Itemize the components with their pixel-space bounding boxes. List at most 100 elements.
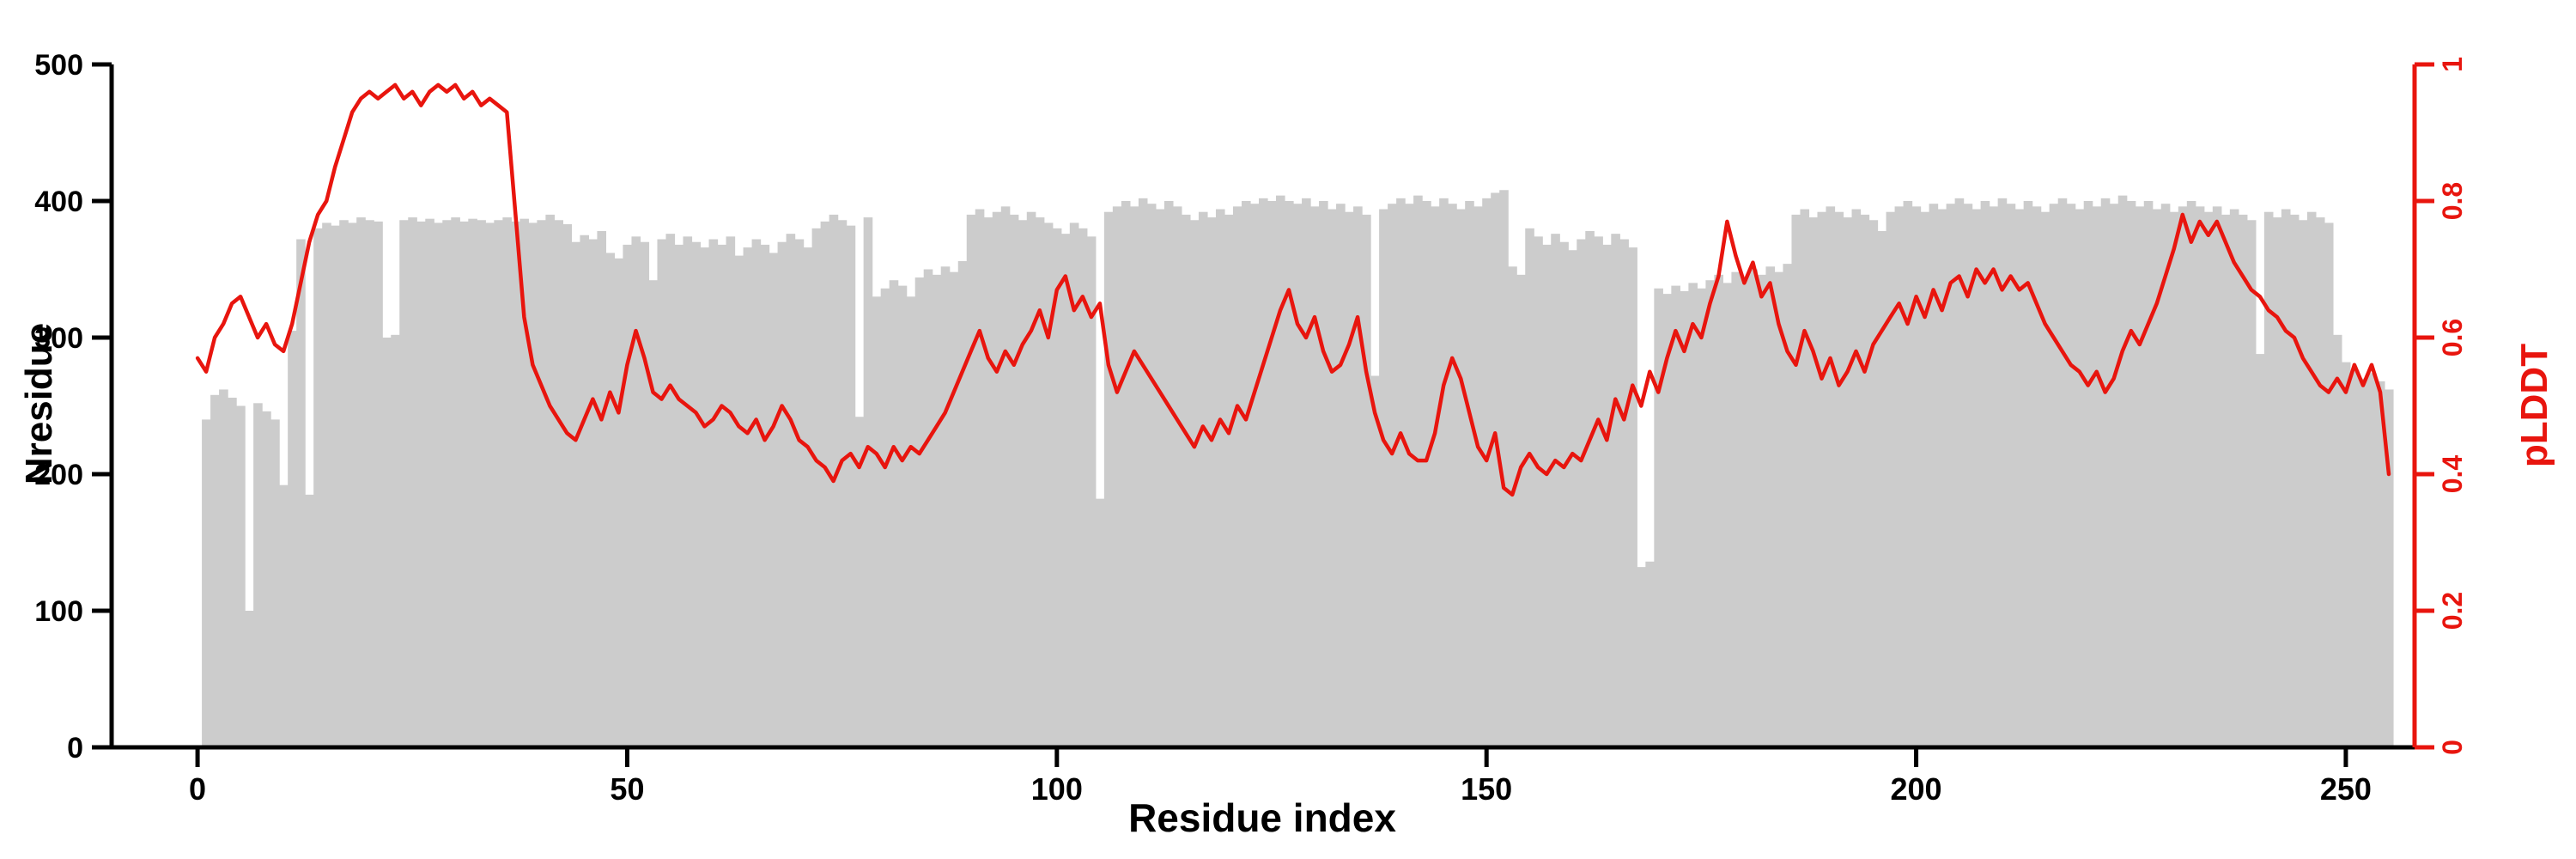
bar xyxy=(1241,201,1251,747)
left-axis: 0 100 200 300 400 500 xyxy=(34,49,114,765)
bar xyxy=(2229,209,2239,748)
bar xyxy=(949,271,959,747)
bar xyxy=(1181,214,1191,747)
left-tick-label: 200 xyxy=(34,459,83,491)
bar xyxy=(2315,217,2325,747)
bar xyxy=(605,253,616,747)
bar xyxy=(1431,206,1440,748)
bar xyxy=(519,218,529,748)
bar xyxy=(1060,234,1071,747)
bar xyxy=(1388,204,1397,747)
bar xyxy=(571,241,581,747)
bar xyxy=(665,234,676,747)
x-tick-label: 100 xyxy=(1031,771,1083,807)
bar xyxy=(940,266,951,747)
bar xyxy=(451,217,460,747)
bar xyxy=(846,225,856,747)
bar xyxy=(1817,211,1827,748)
bar xyxy=(1121,201,1131,747)
bar xyxy=(348,222,357,747)
right-axis-title: pLDDT xyxy=(2513,343,2555,468)
bar xyxy=(786,234,796,747)
bar xyxy=(270,419,280,747)
bar xyxy=(580,235,590,747)
bar xyxy=(219,389,228,747)
bar xyxy=(708,239,719,747)
bar xyxy=(854,417,865,747)
bar xyxy=(2109,204,2119,747)
x-axis-title: Residue index xyxy=(1128,795,1396,840)
bar xyxy=(1611,234,1620,747)
bar xyxy=(957,260,968,748)
bar xyxy=(1697,288,1706,747)
bar xyxy=(1911,206,1922,748)
bar xyxy=(1757,274,1767,747)
bar xyxy=(1662,294,1672,747)
bar xyxy=(305,494,314,747)
bar xyxy=(1525,228,1534,747)
bar xyxy=(2100,198,2111,747)
bar xyxy=(459,221,469,748)
bar xyxy=(228,397,237,747)
bar xyxy=(1534,236,1543,748)
bar xyxy=(1826,206,1836,748)
bar xyxy=(1680,290,1689,747)
bar xyxy=(2366,373,2377,747)
right-tick-label: 0 xyxy=(2437,740,2468,755)
bar xyxy=(262,411,271,747)
bar xyxy=(726,236,736,748)
bar xyxy=(769,253,779,747)
bar xyxy=(717,244,727,747)
bar xyxy=(2135,206,2145,748)
bar xyxy=(2075,209,2085,748)
bar xyxy=(1276,195,1285,747)
left-tick-label: 0 xyxy=(67,732,83,765)
bar xyxy=(1103,211,1114,748)
bar xyxy=(2203,211,2214,748)
bar xyxy=(477,220,486,747)
bar xyxy=(1877,230,1887,748)
bar xyxy=(1009,214,1019,747)
bar xyxy=(2117,195,2128,747)
bar xyxy=(2066,204,2076,747)
bar xyxy=(777,241,787,747)
bar xyxy=(1069,222,1079,747)
bar xyxy=(588,239,598,747)
bar xyxy=(2160,204,2171,747)
bar xyxy=(1146,204,1157,747)
bar xyxy=(923,269,933,747)
bar xyxy=(202,419,211,747)
bar xyxy=(1731,271,1741,747)
bar xyxy=(1800,209,1810,748)
bar xyxy=(2298,220,2308,747)
bar xyxy=(897,285,908,748)
left-tick-label: 500 xyxy=(34,49,83,82)
bar xyxy=(1654,288,1663,747)
bar xyxy=(743,247,753,747)
bar xyxy=(1963,204,1973,747)
bar xyxy=(537,220,546,747)
bar xyxy=(1954,198,1965,747)
bar xyxy=(1765,266,1776,747)
x-tick-label: 0 xyxy=(189,771,206,807)
bar xyxy=(1740,277,1750,747)
bar xyxy=(2289,214,2300,747)
bar xyxy=(1198,211,1208,748)
bar xyxy=(1232,206,1242,748)
left-axis-title: Nresidue xyxy=(18,322,60,485)
bar xyxy=(494,220,503,747)
bar xyxy=(811,228,822,747)
bar xyxy=(2186,201,2196,747)
bar xyxy=(2306,211,2317,748)
bar xyxy=(339,220,349,747)
bar xyxy=(1834,211,1844,748)
bar xyxy=(1456,209,1466,748)
bar xyxy=(1302,198,1311,747)
bar xyxy=(623,244,633,747)
bar xyxy=(880,288,890,747)
bar xyxy=(1722,283,1733,747)
bar xyxy=(253,403,263,747)
bar xyxy=(2049,204,2059,747)
